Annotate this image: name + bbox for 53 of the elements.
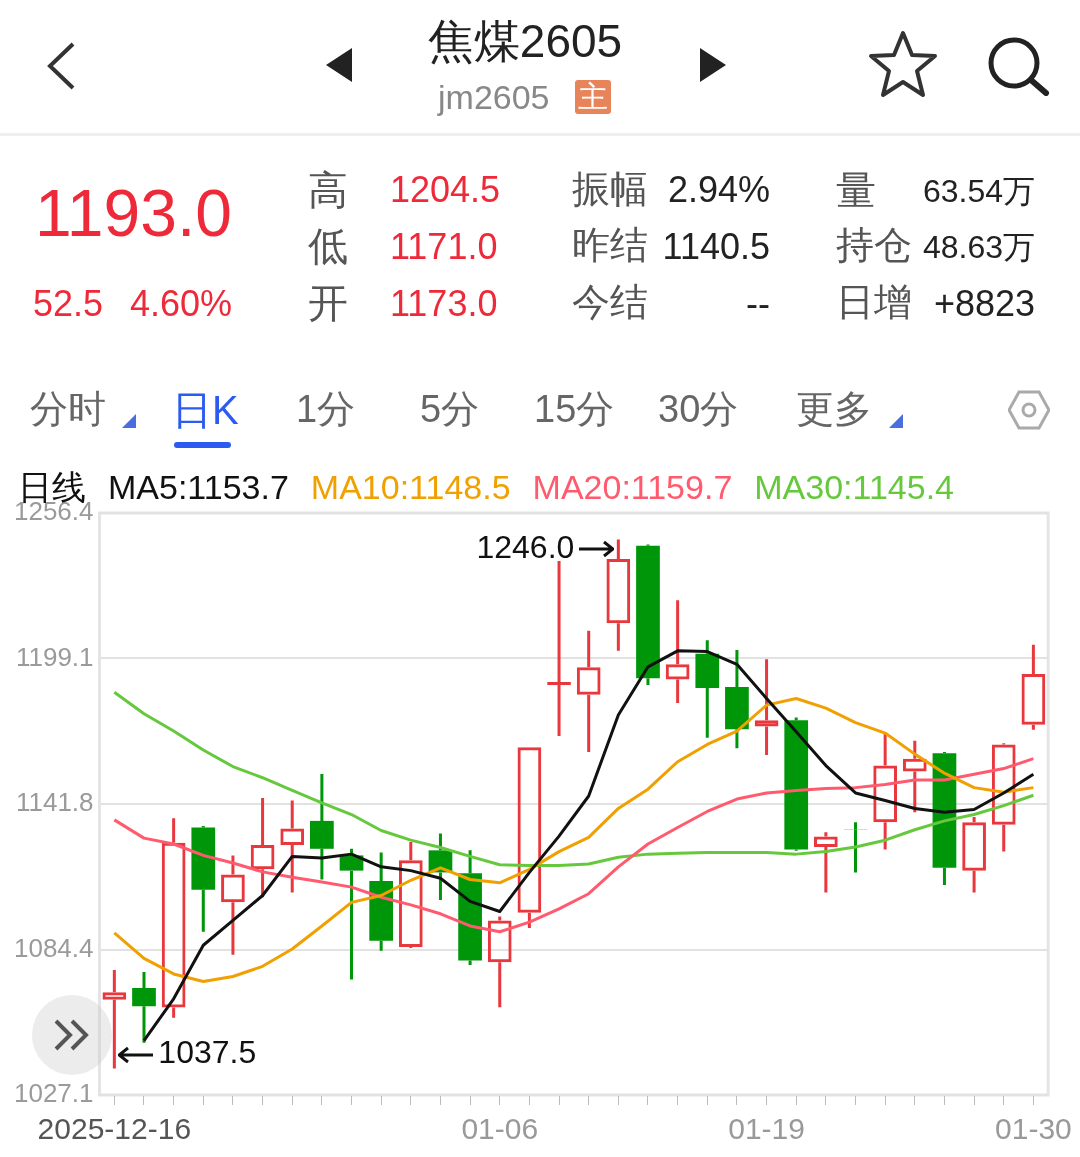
chart-subtitle: jm2605 <box>438 78 550 116</box>
text: 63.54万 <box>922 173 1035 209</box>
text: 4.60% <box>130 283 233 324</box>
text: 昨结 <box>572 224 648 266</box>
annotation: 1246.0 <box>476 529 575 566</box>
text: 48.63万 <box>922 229 1035 265</box>
x-tick-label: 01-06 <box>461 1112 539 1146</box>
text: 30分 <box>658 388 739 430</box>
y-tick-label: 1084.4 <box>13 932 94 963</box>
candlestick <box>695 640 720 738</box>
y-tick-label: 1027.1 <box>13 1078 94 1109</box>
candlestick <box>191 825 216 932</box>
candlestick <box>725 650 749 749</box>
chart-title: 焦煤2605 <box>426 15 624 67</box>
text: MA30:1145.4 <box>754 468 955 506</box>
candlestick <box>310 773 334 880</box>
text: 更多 <box>796 388 872 430</box>
candlestick <box>132 971 156 1043</box>
text: 1173.0 <box>390 283 498 324</box>
text: 1分 <box>296 388 356 430</box>
y-tick-label: 1199.1 <box>15 641 94 672</box>
text: 振幅 <box>572 168 648 210</box>
candlestick <box>784 717 809 850</box>
x-tick-label: 2025-12-16 <box>37 1112 192 1146</box>
text: 1171.0 <box>390 226 498 267</box>
text: MA20:1159.7 <box>532 468 733 506</box>
text: MA10:1148.5 <box>310 468 511 506</box>
x-tick-label: 01-19 <box>728 1112 805 1146</box>
text: 低 <box>308 224 348 268</box>
x-tick-label: 01-30 <box>995 1112 1072 1146</box>
y-tick-label: 1141.8 <box>15 787 94 818</box>
text: 15分 <box>534 388 615 430</box>
text: 今结 <box>572 281 648 323</box>
text: 52.5 <box>33 283 104 324</box>
annotation: 1037.5 <box>158 1034 257 1071</box>
text: 1204.5 <box>390 169 501 210</box>
text: 2.94% <box>667 169 770 210</box>
text: 分时 <box>30 388 106 430</box>
text: 1140.5 <box>662 226 770 267</box>
text: 日K <box>172 388 239 432</box>
text: 高 <box>308 168 348 212</box>
text: 开 <box>308 281 348 325</box>
text: 主 <box>575 80 611 114</box>
candlestick <box>369 852 394 951</box>
text: 量 <box>836 168 876 212</box>
text: MA5:1153.7 <box>108 468 289 506</box>
candlestick <box>547 560 571 737</box>
text: 持仓 <box>836 224 912 266</box>
text: 日增 <box>836 281 912 323</box>
text: -- <box>746 283 770 324</box>
text: 1193.0 <box>35 176 232 250</box>
text: 5分 <box>420 388 480 430</box>
text: +8823 <box>933 283 1035 324</box>
